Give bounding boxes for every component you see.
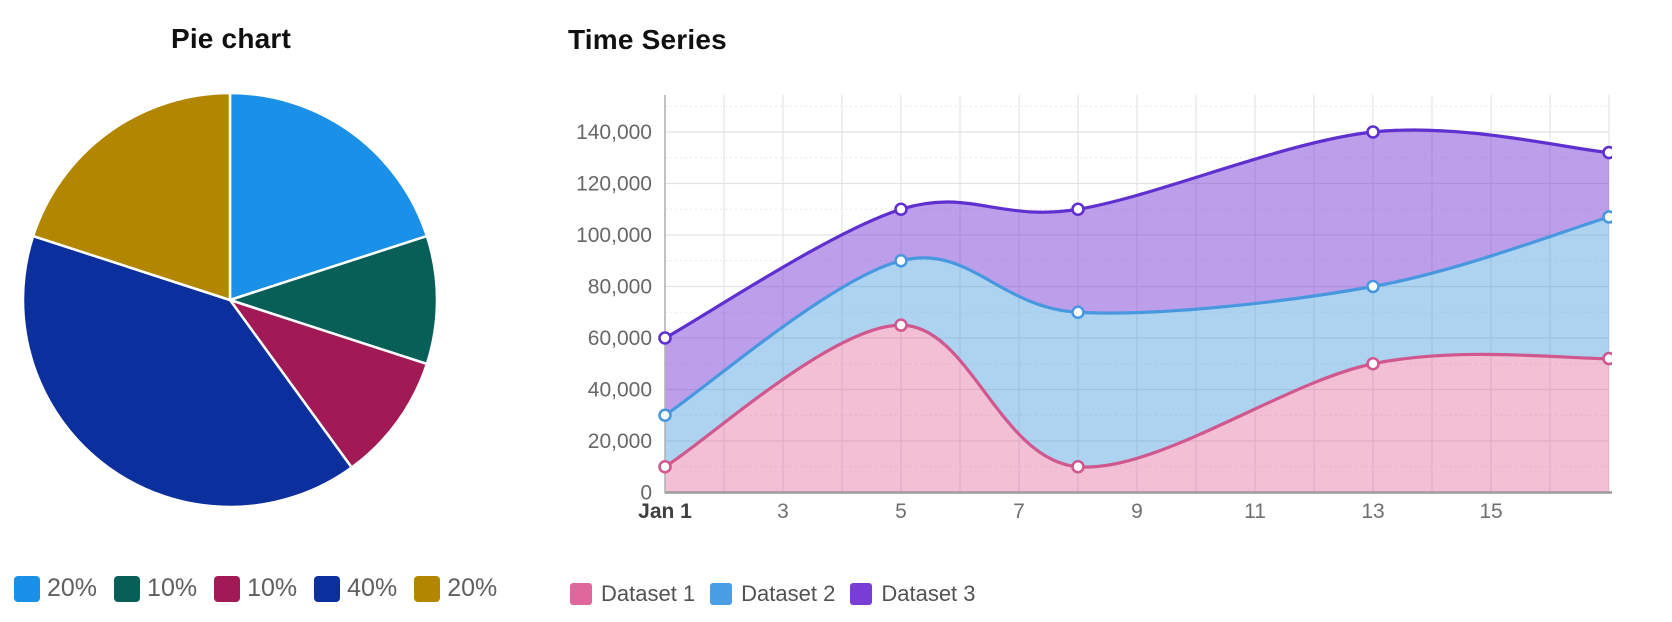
legend-swatch	[414, 575, 441, 602]
y-axis-tick-label: 60,000	[588, 327, 652, 350]
x-axis-tick-label: 13	[1361, 500, 1384, 523]
legend-item[interactable]: 10%	[114, 574, 197, 603]
pie-chart-legend: 20% 10% 10% 40% 20%	[14, 574, 497, 603]
x-axis-tick-label: 11	[1244, 500, 1266, 523]
y-axis-tick-label: 40,000	[588, 379, 652, 402]
data-point-marker[interactable]	[894, 318, 908, 332]
y-axis-tick-label: 20,000	[588, 430, 652, 453]
legend-label: Dataset 2	[741, 581, 836, 606]
y-axis-tick-label: 0	[640, 482, 652, 505]
y-axis-tick-label: 140,000	[576, 121, 652, 144]
pie-slice[interactable]	[228, 234, 439, 366]
legend-label: 20%	[447, 574, 498, 602]
data-point-marker[interactable]	[1366, 125, 1380, 139]
legend-item[interactable]: Dataset 2	[710, 581, 835, 607]
legend-label: 40%	[347, 574, 398, 602]
pie-slice[interactable]	[21, 234, 353, 509]
data-point-marker[interactable]	[1602, 210, 1613, 224]
y-axis-tick-label: 120,000	[576, 173, 652, 196]
legend-label: Dataset 3	[881, 581, 976, 606]
time-series-title: Time Series	[568, 24, 727, 55]
legend-swatch	[570, 583, 592, 605]
legend-label: 10%	[247, 574, 298, 602]
legend-label: 10%	[147, 574, 198, 602]
legend-item[interactable]: Dataset 1	[570, 581, 695, 607]
x-axis-tick-label: 9	[1131, 500, 1143, 523]
pie-chart-canvas	[21, 91, 439, 509]
area-fill	[665, 216, 1609, 468]
legend-swatch	[314, 575, 341, 602]
data-point-marker[interactable]	[1071, 305, 1085, 320]
area-fill	[665, 129, 1609, 416]
pie-slice[interactable]	[31, 91, 232, 302]
legend-swatch	[710, 583, 733, 605]
legend-item[interactable]: 40%	[314, 574, 397, 603]
legend-item[interactable]: 20%	[414, 574, 497, 603]
x-axis-tick-label: 3	[777, 500, 789, 523]
data-point-marker[interactable]	[894, 202, 908, 217]
y-axis-tick-label: 80,000	[588, 276, 652, 299]
x-axis-tick-label: Jan 1	[638, 500, 692, 523]
data-point-marker[interactable]	[1366, 356, 1380, 371]
data-point-marker[interactable]	[658, 331, 672, 345]
legend-swatch	[214, 575, 241, 602]
legend-swatch	[114, 575, 141, 602]
y-axis-tick-label: 100,000	[576, 224, 652, 247]
legend-label: Dataset 1	[601, 581, 696, 606]
pie-chart-title: Pie chart	[170, 23, 292, 54]
pie-slice[interactable]	[228, 91, 429, 302]
data-point-marker[interactable]	[658, 408, 672, 423]
data-point-marker[interactable]	[1366, 279, 1380, 294]
x-axis-tick-label: 15	[1479, 500, 1502, 523]
legend-item[interactable]: Dataset 3	[850, 581, 976, 607]
data-point-marker[interactable]	[894, 253, 908, 268]
legend-label: 20%	[47, 574, 98, 602]
time-series-legend: Dataset 1 Dataset 2 Dataset 3	[570, 581, 976, 607]
x-axis-tick-label: 7	[1013, 500, 1025, 523]
legend-swatch	[14, 575, 40, 602]
time-series-canvas: 0 20,000 40,000 60,000 80,000 100,000 120,000 1…	[576, 95, 1613, 523]
data-point-marker[interactable]	[1602, 145, 1613, 160]
data-point-marker[interactable]	[1071, 202, 1085, 217]
x-axis-tick-label: 5	[895, 500, 907, 523]
data-point-marker[interactable]	[1071, 459, 1085, 474]
pie-slice[interactable]	[228, 298, 429, 469]
legend-item[interactable]: 10%	[214, 574, 297, 603]
legend-item[interactable]: 20%	[14, 574, 97, 603]
data-point-marker[interactable]	[658, 459, 672, 474]
data-point-marker[interactable]	[1602, 351, 1613, 366]
legend-swatch	[850, 583, 873, 605]
